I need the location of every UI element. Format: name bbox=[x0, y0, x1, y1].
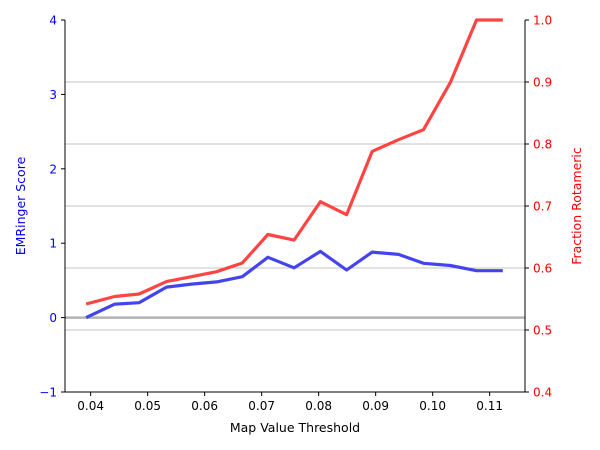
x-axis-ticks: 0.04 0.05 0.06 0.07 0.08 0.09 0.10 0.11 bbox=[77, 392, 503, 413]
x-tick-label: 0.11 bbox=[476, 399, 503, 413]
right-tick-label: 0.7 bbox=[533, 200, 552, 214]
x-tick-label: 0.04 bbox=[77, 399, 104, 413]
right-tick-label: 0.6 bbox=[533, 262, 552, 276]
series-lines bbox=[85, 18, 503, 320]
left-tick-label: 3 bbox=[49, 88, 57, 102]
x-tick-label: 0.09 bbox=[362, 399, 389, 413]
left-tick-label: 0 bbox=[49, 311, 57, 325]
left-axis-ticks: −1 0 1 2 3 4 bbox=[39, 14, 65, 400]
fraction-rotameric-line bbox=[85, 18, 503, 306]
left-tick-label: 2 bbox=[49, 162, 57, 176]
x-tick-label: 0.07 bbox=[248, 399, 275, 413]
left-axis-label: EMRinger Score bbox=[13, 156, 28, 255]
left-tick-label: 1 bbox=[49, 237, 57, 251]
right-tick-label: 0.4 bbox=[533, 386, 552, 400]
right-axis-ticks: 0.4 0.5 0.6 0.7 0.8 0.9 1.0 bbox=[525, 14, 552, 400]
right-tick-label: 0.9 bbox=[533, 76, 552, 90]
right-tick-label: 1.0 bbox=[533, 14, 552, 28]
grid-lines bbox=[65, 81, 525, 331]
right-tick-label: 0.5 bbox=[533, 324, 552, 338]
right-tick-label: 0.8 bbox=[533, 138, 552, 152]
x-tick-label: 0.08 bbox=[305, 399, 332, 413]
left-tick-label: 4 bbox=[49, 14, 57, 28]
right-axis-label: Fraction Rotameric bbox=[569, 147, 584, 265]
emringer-score-line bbox=[85, 249, 503, 320]
x-tick-label: 0.06 bbox=[191, 399, 218, 413]
x-axis-label: Map Value Threshold bbox=[230, 420, 360, 435]
x-tick-label: 0.05 bbox=[134, 399, 161, 413]
x-tick-label: 0.10 bbox=[419, 399, 446, 413]
left-tick-label: −1 bbox=[39, 386, 57, 400]
